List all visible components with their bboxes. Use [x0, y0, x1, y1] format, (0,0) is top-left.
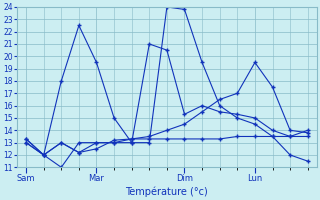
- X-axis label: Température (°c): Température (°c): [125, 186, 208, 197]
